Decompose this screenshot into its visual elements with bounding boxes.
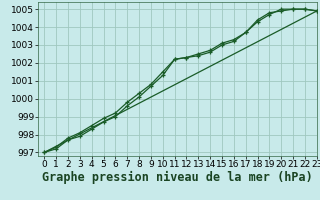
X-axis label: Graphe pression niveau de la mer (hPa): Graphe pression niveau de la mer (hPa): [42, 171, 313, 184]
